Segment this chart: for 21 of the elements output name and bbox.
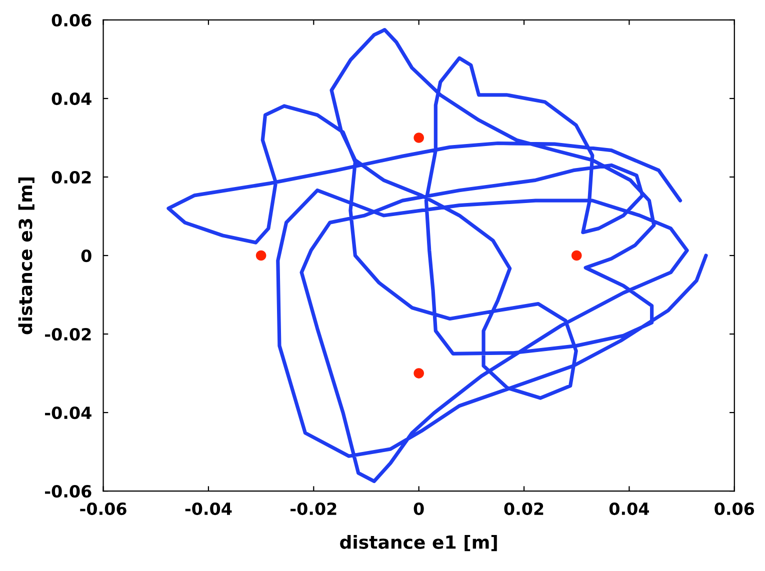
- x-axis-title: distance e1 [m]: [340, 534, 497, 552]
- point: [414, 132, 424, 143]
- point: [256, 250, 266, 261]
- x-tick-label: -0.04: [185, 502, 232, 516]
- y-tick-label: 0.06: [52, 14, 92, 27]
- point: [571, 250, 582, 261]
- y-tick-label: -0.06: [45, 485, 92, 498]
- y-tick-label: -0.02: [45, 328, 91, 341]
- line-series: [166, 28, 708, 484]
- x-tick-label: 0.04: [609, 502, 650, 516]
- x-tick-label: 0.02: [504, 502, 544, 516]
- x-tick-label: -0.02: [290, 502, 336, 516]
- x-tick-label: 0: [414, 502, 424, 516]
- y-axis-title: distance e3 [m]: [18, 177, 34, 334]
- y-tick-label: -0.04: [45, 406, 92, 420]
- x-tick-label: 0.06: [714, 502, 754, 516]
- y-tick-label: 0.04: [52, 92, 92, 106]
- y-tick-label: 0: [81, 249, 92, 262]
- point: [414, 368, 424, 378]
- x-tick-label: -0.06: [80, 502, 126, 516]
- y-tick-label: 0.02: [52, 170, 91, 184]
